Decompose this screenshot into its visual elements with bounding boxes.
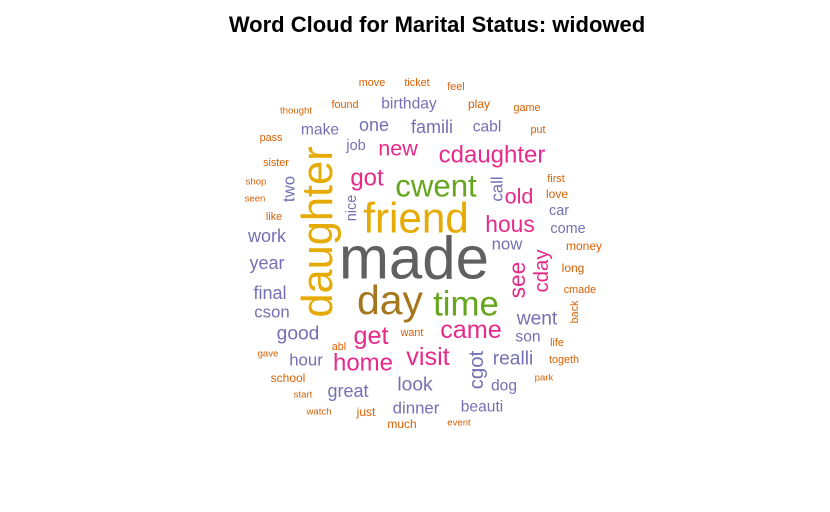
word-cdaughter: cdaughter xyxy=(439,142,546,169)
word-one: one xyxy=(359,115,389,135)
word-dinner: dinner xyxy=(393,399,440,418)
word-cmade: cmade xyxy=(564,284,596,296)
word-play: play xyxy=(468,97,490,111)
word-call: call xyxy=(488,176,507,201)
word-move: move xyxy=(359,77,385,89)
word-beauti: beauti xyxy=(461,399,504,416)
word-money: money xyxy=(566,239,602,253)
word-thought: thought xyxy=(280,106,312,117)
word-ticket: ticket xyxy=(404,77,429,89)
word-nice: nice xyxy=(344,195,360,221)
word-feel: feel xyxy=(447,81,464,93)
word-went: went xyxy=(516,309,558,330)
word-cson: cson xyxy=(254,303,289,322)
word-home: home xyxy=(333,350,393,377)
word-love: love xyxy=(546,187,568,201)
word-like: like xyxy=(266,211,282,223)
word-make: make xyxy=(301,122,339,139)
word-pass: pass xyxy=(260,132,283,144)
word-realli: realli xyxy=(493,349,534,370)
word-friend: friend xyxy=(363,195,469,242)
word-park: park xyxy=(535,373,554,384)
word-hous: hous xyxy=(485,211,534,237)
word-got: got xyxy=(350,165,384,192)
word-great: great xyxy=(327,381,368,401)
word-good: good xyxy=(277,324,320,345)
word-come: come xyxy=(550,221,585,237)
word-car: car xyxy=(549,203,569,219)
word-made: made xyxy=(339,225,489,292)
word-job: job xyxy=(345,138,365,154)
word-day: day xyxy=(357,277,423,323)
word-back: back xyxy=(569,300,581,323)
word-birthday: birthday xyxy=(381,96,437,113)
word-work: work xyxy=(247,226,287,246)
word-get: get xyxy=(353,322,388,350)
word-sister: sister xyxy=(263,157,289,169)
word-see: see xyxy=(504,262,530,299)
word-found: found xyxy=(331,99,358,111)
word-want: want xyxy=(400,327,424,339)
word-final: final xyxy=(253,283,286,303)
word-cday: cday xyxy=(531,249,553,293)
word-game: game xyxy=(513,102,540,114)
word-first: first xyxy=(547,173,564,185)
chart-title: Word Cloud for Marital Status: widowed xyxy=(228,12,646,37)
word-cgot: cgot xyxy=(466,350,488,389)
word-old: old xyxy=(505,184,534,209)
word-start: start xyxy=(294,390,313,401)
word-togeth: togeth xyxy=(549,354,579,366)
word-son: son xyxy=(515,329,540,346)
word-time: time xyxy=(433,285,499,324)
word-new: new xyxy=(378,136,418,161)
word-long: long xyxy=(562,261,585,275)
word-visit: visit xyxy=(406,343,449,371)
word-much: much xyxy=(387,417,416,431)
word-seen: seen xyxy=(245,194,266,205)
word-shop: shop xyxy=(246,177,267,188)
word-gave: gave xyxy=(258,349,279,360)
word-cabl: cabl xyxy=(473,119,502,136)
word-put: put xyxy=(530,124,545,136)
word-life: life xyxy=(550,337,564,349)
word-school: school xyxy=(271,371,306,385)
word-watch: watch xyxy=(305,407,331,418)
word-dog: dog xyxy=(491,378,517,395)
word-daughter: daughter xyxy=(294,146,342,317)
word-event: event xyxy=(447,418,471,429)
word-look: look xyxy=(397,375,433,396)
word-two: two xyxy=(280,176,299,202)
word-abl: abl xyxy=(332,341,346,353)
word-year: year xyxy=(249,253,284,273)
word-came: came xyxy=(440,316,502,344)
word-now: now xyxy=(492,235,524,254)
word-cwent: cwent xyxy=(395,169,477,204)
word-hour: hour xyxy=(289,351,323,370)
word-just: just xyxy=(356,405,376,419)
word-famili: famili xyxy=(411,117,453,137)
